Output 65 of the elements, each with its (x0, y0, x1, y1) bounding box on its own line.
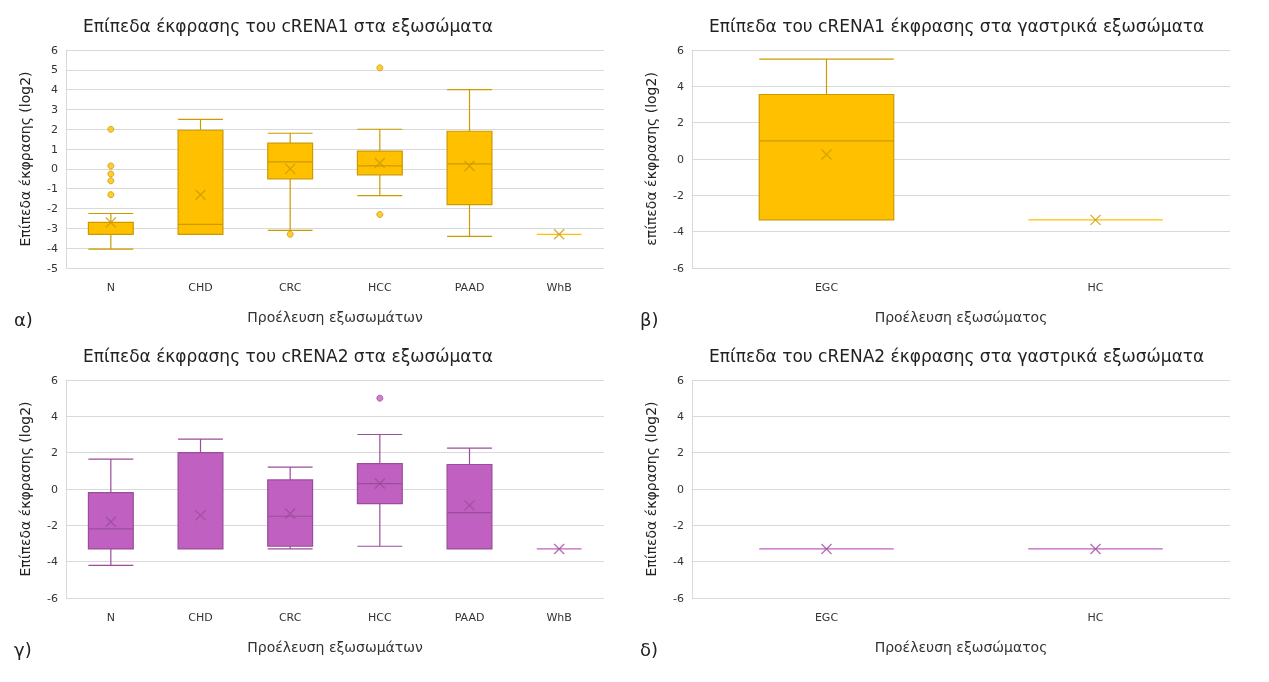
y-tick-label: -6 (673, 591, 684, 605)
x-tick-label: PAAD (454, 281, 485, 294)
x-axis-title: Προέλευση εξωσωμάτων (247, 639, 423, 655)
y-tick-label: -2 (47, 202, 58, 216)
x-tick-label: WhB (546, 281, 572, 294)
y-tick-label: -1 (47, 182, 58, 196)
x-tick-label: PAAD (454, 611, 485, 624)
text: γ) (14, 638, 32, 660)
y-tick-label: 0 (51, 482, 58, 496)
x-tick-label: WhB (546, 611, 572, 624)
x-tick-label: N (106, 281, 115, 294)
x-axis-title: Προέλευση εξωσώματος (874, 639, 1048, 655)
y-tick-label: 2 (677, 446, 684, 460)
text: β) (640, 308, 659, 330)
x-axis-title: Προέλευση εξωσώματος (874, 309, 1048, 325)
y-tick-label: -4 (673, 225, 684, 239)
chart-title: Επίπεδα έκφρασης του cRENA2 στα εξωσώματα (83, 345, 493, 366)
y-tick-label: 4 (677, 79, 684, 93)
x-tick-label: HC (1087, 611, 1104, 624)
x-tick-label: CHD (188, 611, 213, 624)
x-tick-label: HC (1087, 281, 1104, 294)
y-tick-label: 4 (51, 83, 58, 97)
y-axis-title: επίπεδα έκφρασης (log2) (643, 72, 659, 246)
y-tick-label: 3 (51, 102, 58, 116)
y-tick-label: -5 (47, 261, 58, 275)
x-tick-label: CRC (278, 611, 302, 624)
x-tick-label: CHD (188, 281, 213, 294)
chart-title: Επίπεδα έκφρασης του cRENA1 στα εξωσώματα (83, 15, 493, 36)
y-tick-label: 2 (677, 116, 684, 130)
y-tick-label: -4 (47, 241, 58, 255)
chart-title: Επίπεδα του cRENA2 έκφρασης στα γαστρικά εξωσώματα (709, 345, 1205, 366)
y-tick-label: -3 (47, 221, 58, 235)
y-tick-label: 0 (51, 162, 58, 176)
x-tick-label: EGC (814, 281, 839, 294)
y-axis-title: Επίπεδα έκφρασης (log2) (17, 71, 33, 247)
y-tick-label: 6 (51, 43, 58, 57)
y-tick-label: -4 (673, 555, 684, 569)
y-tick-label: 4 (677, 409, 684, 423)
y-tick-label: 6 (677, 43, 684, 57)
x-tick-label: CRC (278, 281, 302, 294)
y-tick-label: 2 (51, 446, 58, 460)
y-tick-label: 0 (677, 482, 684, 496)
y-tick-label: -2 (47, 518, 58, 532)
y-axis-title: Επίπεδα έκφρασης (log2) (643, 401, 659, 577)
y-tick-label: -2 (673, 188, 684, 202)
y-tick-label: -6 (673, 261, 684, 275)
text: δ) (640, 638, 659, 660)
y-tick-label: 0 (677, 152, 684, 166)
y-axis-title: Επίπεδα έκφρασης (log2) (17, 401, 33, 577)
y-tick-label: -4 (47, 555, 58, 569)
x-tick-label: HCC (368, 611, 392, 624)
y-tick-label: 6 (51, 373, 58, 387)
text: α) (14, 308, 33, 330)
y-tick-label: 4 (51, 409, 58, 423)
y-tick-label: -6 (47, 591, 58, 605)
chart-title: Επίπεδα του cRENA1 έκφρασης στα γαστρικά εξωσώματα (709, 15, 1205, 36)
y-tick-label: 5 (51, 63, 58, 77)
x-axis-title: Προέλευση εξωσωμάτων (247, 309, 423, 325)
x-tick-label: EGC (814, 611, 839, 624)
x-tick-label: HCC (368, 281, 392, 294)
y-tick-label: 6 (677, 373, 684, 387)
y-tick-label: 1 (51, 142, 58, 156)
y-tick-label: 2 (51, 122, 58, 136)
y-tick-label: -2 (673, 518, 684, 532)
x-tick-label: N (106, 611, 115, 624)
